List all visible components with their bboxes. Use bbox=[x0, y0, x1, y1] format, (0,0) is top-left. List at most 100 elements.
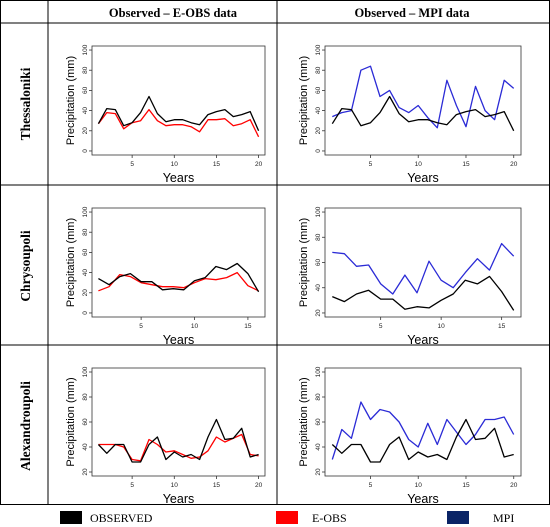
y-tick-label: 20 bbox=[315, 127, 322, 135]
chart-panel: 0 20 40 60 80 100 5 10 15 20 Precipitation (mm) Yea… bbox=[298, 44, 522, 185]
plot-area bbox=[91, 45, 266, 156]
y-tick-label: 40 bbox=[82, 443, 89, 451]
y-tick-label: 0 bbox=[82, 149, 89, 153]
x-tick-label: 15 bbox=[244, 323, 252, 330]
series-line-eobs bbox=[98, 433, 259, 462]
y-tick-label: 100 bbox=[82, 366, 89, 377]
x-axis-label: Years bbox=[407, 171, 439, 185]
x-tick-label: 5 bbox=[130, 161, 134, 168]
y-tick-label: 60 bbox=[315, 259, 322, 267]
x-tick-label: 5 bbox=[139, 323, 143, 330]
series-line-observed bbox=[98, 262, 260, 293]
series-line-observed bbox=[97, 95, 260, 132]
y-tick-label: 20 bbox=[82, 289, 89, 297]
y-axis-label: Precipitation (mm) bbox=[65, 218, 77, 307]
x-tick-label: 20 bbox=[255, 161, 263, 168]
y-tick-label: 80 bbox=[82, 393, 89, 401]
chart-panel: 0 20 40 60 80 100 5 10 15 20 Precipitation (mm) Yea… bbox=[65, 44, 266, 185]
x-tick-label: 15 bbox=[498, 323, 506, 330]
column-header-mpi: Observed – MPI data bbox=[355, 6, 471, 20]
y-tick-label: 60 bbox=[82, 248, 89, 256]
legend-swatch-mpi bbox=[447, 511, 469, 524]
y-tick-label: 40 bbox=[82, 107, 89, 115]
y-tick-label: 20 bbox=[82, 468, 89, 476]
x-axis-label: Years bbox=[407, 492, 439, 506]
chart-panel: 0 20 40 60 80 100 5 10 15 Precipitation (mm) Years bbox=[65, 206, 266, 347]
y-tick-label: 60 bbox=[82, 418, 89, 426]
x-tick-label: 20 bbox=[255, 482, 263, 489]
y-tick-label: 80 bbox=[315, 233, 322, 241]
y-tick-label: 100 bbox=[315, 206, 322, 217]
series-line-mpi bbox=[332, 65, 515, 129]
x-axis-label: Years bbox=[163, 333, 195, 347]
y-tick-label: 40 bbox=[315, 107, 322, 115]
x-tick-label: 5 bbox=[130, 482, 134, 489]
plot-area bbox=[324, 207, 522, 318]
legend-label-observed: OBSERVED bbox=[90, 511, 153, 525]
y-tick-label: 20 bbox=[315, 309, 322, 317]
x-tick-label: 10 bbox=[415, 161, 423, 168]
x-tick-label: 15 bbox=[462, 482, 470, 489]
row-label-chrysoupoli: Chrysoupoli bbox=[18, 230, 33, 302]
series-line-observed bbox=[331, 95, 515, 132]
y-axis-label: Precipitation (mm) bbox=[298, 218, 310, 307]
y-tick-label: 20 bbox=[82, 127, 89, 135]
series-line-mpi bbox=[331, 401, 515, 460]
y-axis-label: Precipitation (mm) bbox=[65, 377, 77, 466]
series-line-observed bbox=[97, 418, 259, 463]
chart-panel: 20 40 60 80 100 5 10 15 20 Precipitation (mm) Year… bbox=[298, 366, 522, 506]
y-tick-label: 100 bbox=[82, 44, 89, 55]
y-axis-label: Precipitation (mm) bbox=[298, 377, 310, 466]
y-tick-label: 100 bbox=[82, 206, 89, 217]
x-tick-label: 20 bbox=[510, 161, 518, 168]
plot-area bbox=[324, 45, 522, 156]
x-axis-label: Years bbox=[163, 171, 195, 185]
legend-swatch-eobs bbox=[276, 511, 298, 524]
x-tick-label: 5 bbox=[379, 323, 383, 330]
y-tick-label: 80 bbox=[315, 393, 322, 401]
y-tick-label: 20 bbox=[315, 468, 322, 476]
x-tick-label: 20 bbox=[510, 482, 518, 489]
x-tick-label: 10 bbox=[191, 323, 199, 330]
x-tick-label: 15 bbox=[462, 161, 470, 168]
y-tick-label: 40 bbox=[315, 443, 322, 451]
y-tick-label: 80 bbox=[82, 228, 89, 236]
x-tick-label: 10 bbox=[171, 482, 179, 489]
x-axis-label: Years bbox=[407, 333, 439, 347]
x-tick-label: 10 bbox=[171, 161, 179, 168]
legend-swatch-observed bbox=[60, 511, 82, 524]
series-line-observed bbox=[332, 275, 515, 311]
y-axis-label: Precipitation (mm) bbox=[298, 56, 310, 145]
x-tick-label: 5 bbox=[369, 482, 373, 489]
x-tick-label: 15 bbox=[213, 161, 221, 168]
legend: OBSERVED E-OBS MPI bbox=[60, 511, 514, 525]
y-tick-label: 100 bbox=[315, 44, 322, 55]
y-axis-label: Precipitation (mm) bbox=[65, 56, 77, 145]
series-line-eobs bbox=[97, 108, 260, 138]
x-tick-label: 10 bbox=[415, 482, 423, 489]
y-tick-label: 80 bbox=[315, 66, 322, 74]
series-line-observed bbox=[331, 418, 514, 463]
table-frame bbox=[0, 0, 550, 505]
y-tick-label: 40 bbox=[315, 284, 322, 292]
y-tick-label: 60 bbox=[82, 86, 89, 94]
chart-panel: 20 40 60 80 100 5 10 15 20 Precipitation (mm) Year… bbox=[65, 366, 266, 506]
y-tick-label: 0 bbox=[315, 149, 322, 153]
y-tick-label: 100 bbox=[315, 366, 322, 377]
row-label-alexandroupoli: Alexandroupoli bbox=[18, 381, 33, 471]
y-tick-label: 40 bbox=[82, 269, 89, 277]
legend-label-eobs: E-OBS bbox=[312, 511, 347, 525]
series-line-mpi bbox=[332, 242, 515, 295]
chart-panel: 20 40 60 80 100 5 10 15 Precipitation (mm) Years bbox=[298, 206, 522, 347]
plot-area bbox=[91, 367, 266, 477]
x-tick-label: 10 bbox=[438, 323, 446, 330]
plot-area bbox=[324, 367, 522, 477]
x-axis-label: Years bbox=[163, 492, 195, 506]
row-label-thessaloniki: Thessaloniki bbox=[18, 67, 33, 140]
y-tick-label: 60 bbox=[315, 86, 322, 94]
legend-label-mpi: MPI bbox=[493, 511, 514, 525]
x-tick-label: 15 bbox=[213, 482, 221, 489]
y-tick-label: 0 bbox=[82, 311, 89, 315]
